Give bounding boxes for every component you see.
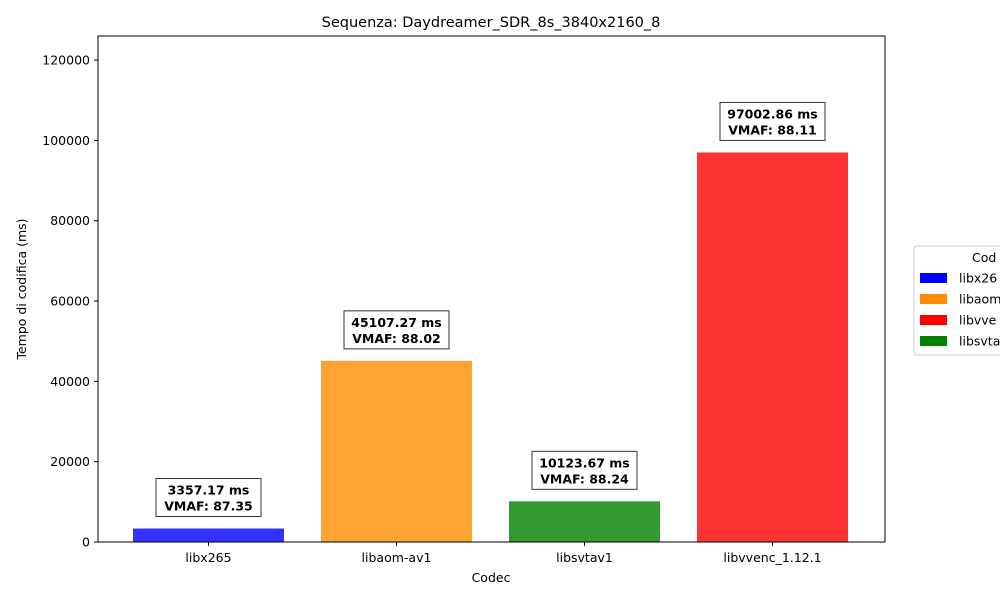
data-label-time: 97002.86 ms	[727, 106, 817, 121]
legend-entry-libaom[interactable]: libaom	[920, 292, 1000, 307]
y-axis: 0 20000 40000 60000 80000 100000 120000	[42, 53, 98, 550]
data-label-vmaf: VMAF: 88.02	[352, 331, 441, 346]
bar-libvvenc_1.12.1[interactable]	[697, 152, 848, 542]
y-tick-label: 20000	[50, 454, 90, 469]
bar-libaom-av1[interactable]	[321, 360, 472, 542]
legend-swatch	[920, 294, 947, 304]
legend-label: libvve	[959, 313, 997, 328]
legend-swatch	[920, 273, 947, 283]
y-tick-label: 60000	[50, 294, 90, 309]
y-tick-label: 0	[82, 535, 90, 550]
plot-frame	[97, 35, 886, 543]
legend-label: libaom	[959, 292, 1000, 307]
y-axis-label: Tempo di codifica (ms)	[14, 218, 29, 360]
x-axis: libx265 libaom-av1 libsvtav1 libvvenc_1.12.…	[185, 542, 822, 565]
data-label-time: 45107.27 ms	[351, 315, 441, 330]
data-label-vmaf: VMAF: 88.24	[540, 471, 629, 486]
legend-entry-libsvta[interactable]: libsvta	[920, 334, 1000, 349]
legend-label: libsvta	[959, 334, 1000, 349]
bar-libsvtav1[interactable]	[509, 501, 660, 542]
data-label-vmaf: VMAF: 88.11	[728, 122, 817, 137]
legend-title: Cod	[972, 250, 996, 265]
legend-swatch	[920, 315, 947, 325]
x-tick-label: libx265	[185, 550, 231, 565]
data-label-vmaf: VMAF: 87.35	[164, 499, 253, 514]
bar-libx265[interactable]	[133, 528, 284, 542]
legend-label: libx26	[959, 271, 997, 286]
legend-swatch	[920, 336, 947, 346]
x-axis-label: Codec	[472, 570, 511, 585]
x-tick-label: libsvtav1	[556, 550, 613, 565]
chart-title: Sequenza: Daydreamer_SDR_8s_3840x2160_8	[322, 15, 661, 31]
legend[interactable]: Cod libx26 libaom libvve libsvta	[913, 245, 1000, 356]
data-label-box	[155, 478, 262, 518]
x-tick-label: libaom-av1	[362, 550, 432, 565]
data-label-box	[531, 450, 638, 490]
y-tick-label: 100000	[42, 133, 90, 148]
x-tick-label: libvvenc_1.12.1	[723, 550, 821, 565]
legend-entry-libx26[interactable]: libx26	[920, 271, 997, 286]
bars-layer	[133, 152, 848, 542]
legend-entries: libx26 libaom libvve libsvta	[920, 271, 1000, 349]
y-tick-label: 40000	[50, 374, 90, 389]
legend-entry-libvve[interactable]: libvve	[920, 313, 997, 328]
data-label-box	[719, 101, 826, 141]
data-label-time: 3357.17 ms	[168, 483, 250, 498]
y-tick-label: 120000	[42, 53, 90, 68]
y-tick-label: 80000	[50, 213, 90, 228]
data-label-box	[343, 310, 450, 350]
data-label-time: 10123.67 ms	[539, 455, 629, 470]
